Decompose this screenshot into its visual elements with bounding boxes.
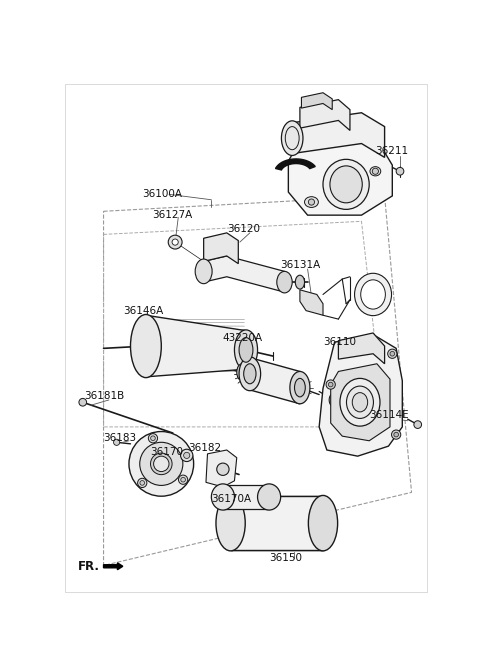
Ellipse shape: [258, 484, 281, 510]
Text: 36120: 36120: [227, 224, 260, 234]
Ellipse shape: [211, 484, 234, 510]
Polygon shape: [301, 92, 332, 110]
Circle shape: [181, 478, 185, 482]
Circle shape: [388, 349, 397, 358]
Circle shape: [390, 352, 395, 356]
Circle shape: [168, 235, 182, 249]
Ellipse shape: [295, 379, 305, 397]
Polygon shape: [206, 450, 237, 487]
Text: 36114E: 36114E: [369, 410, 409, 420]
Ellipse shape: [281, 121, 303, 155]
Ellipse shape: [329, 394, 337, 406]
Circle shape: [396, 168, 404, 175]
Text: 36146A: 36146A: [123, 306, 163, 316]
Polygon shape: [292, 113, 384, 157]
Circle shape: [172, 239, 178, 245]
Polygon shape: [319, 334, 402, 456]
Circle shape: [114, 440, 120, 446]
Polygon shape: [300, 290, 323, 316]
Circle shape: [328, 383, 333, 387]
Polygon shape: [223, 484, 269, 509]
Circle shape: [392, 430, 401, 440]
Circle shape: [151, 453, 172, 474]
Text: 36170A: 36170A: [211, 494, 252, 504]
Circle shape: [326, 380, 336, 389]
FancyArrow shape: [104, 563, 123, 570]
Ellipse shape: [361, 280, 385, 309]
Circle shape: [140, 442, 183, 486]
Polygon shape: [300, 100, 350, 131]
Ellipse shape: [239, 338, 253, 362]
Ellipse shape: [295, 275, 304, 289]
Text: 36181B: 36181B: [84, 391, 124, 401]
Text: 36131A: 36131A: [281, 260, 321, 270]
Circle shape: [308, 199, 314, 205]
Ellipse shape: [330, 166, 362, 203]
Circle shape: [217, 463, 229, 476]
Ellipse shape: [352, 393, 368, 412]
Text: 36150: 36150: [269, 553, 302, 563]
Ellipse shape: [355, 273, 392, 316]
Polygon shape: [250, 358, 300, 404]
Polygon shape: [338, 333, 384, 364]
Ellipse shape: [308, 495, 337, 551]
Text: 43220A: 43220A: [223, 334, 263, 343]
Text: 36127A: 36127A: [152, 210, 192, 220]
Circle shape: [79, 399, 86, 406]
Ellipse shape: [216, 495, 245, 551]
Ellipse shape: [290, 371, 310, 404]
Polygon shape: [230, 496, 323, 550]
Ellipse shape: [234, 330, 258, 370]
Circle shape: [154, 456, 169, 472]
Polygon shape: [146, 316, 246, 377]
Circle shape: [180, 449, 193, 462]
Text: 36110: 36110: [323, 337, 356, 347]
Circle shape: [414, 421, 421, 428]
Circle shape: [138, 478, 147, 488]
Polygon shape: [288, 127, 392, 215]
Text: 36100A: 36100A: [142, 190, 182, 200]
Ellipse shape: [347, 386, 373, 419]
Text: 36211: 36211: [375, 146, 408, 156]
Circle shape: [151, 436, 156, 441]
Text: FR.: FR.: [78, 559, 100, 573]
Ellipse shape: [323, 159, 369, 209]
Circle shape: [372, 168, 378, 174]
Circle shape: [184, 452, 190, 458]
Circle shape: [394, 432, 398, 437]
Circle shape: [179, 475, 188, 484]
Ellipse shape: [370, 167, 381, 176]
Ellipse shape: [237, 364, 248, 381]
Text: 36170: 36170: [150, 446, 183, 456]
Polygon shape: [204, 256, 285, 292]
Ellipse shape: [304, 197, 318, 208]
Ellipse shape: [340, 379, 380, 426]
Ellipse shape: [244, 364, 256, 384]
Ellipse shape: [277, 271, 292, 293]
Polygon shape: [204, 233, 238, 264]
Polygon shape: [276, 159, 315, 170]
Ellipse shape: [239, 357, 261, 391]
Text: 36183: 36183: [104, 433, 137, 444]
Circle shape: [140, 480, 144, 485]
Text: 36182: 36182: [188, 444, 221, 454]
Polygon shape: [331, 364, 390, 441]
Circle shape: [148, 433, 157, 443]
Ellipse shape: [195, 259, 212, 283]
Ellipse shape: [131, 314, 161, 378]
Circle shape: [129, 431, 193, 496]
